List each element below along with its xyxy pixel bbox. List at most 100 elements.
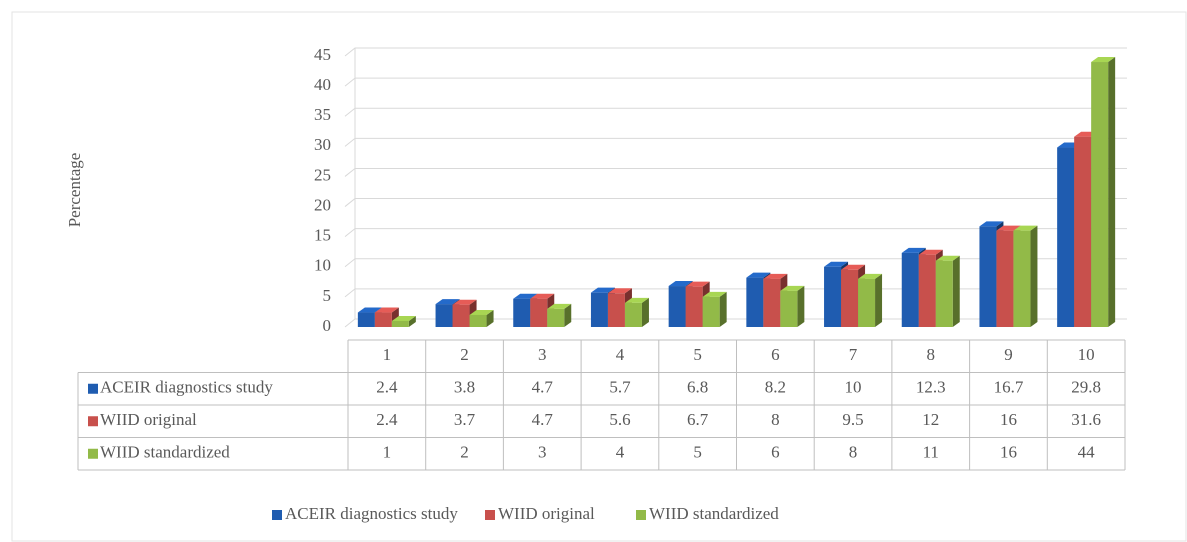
table-cell: 12.3 <box>916 378 946 397</box>
bar-front <box>1057 147 1075 327</box>
table-cell: 5.7 <box>609 378 631 397</box>
table-legend-key <box>88 448 98 459</box>
bar-top <box>685 281 710 287</box>
table-cell: 2.4 <box>376 378 398 397</box>
bar-front <box>590 292 608 327</box>
bar-top <box>1091 57 1116 63</box>
table-cell: 44 <box>1078 443 1096 462</box>
bar-front <box>746 277 764 327</box>
bar <box>780 285 805 327</box>
table-cell: 29.8 <box>1071 378 1101 397</box>
table-cell: 11 <box>923 443 939 462</box>
bar-front <box>858 278 876 327</box>
bar-top <box>357 307 382 313</box>
bar-top <box>435 299 460 305</box>
bar-front <box>996 230 1014 327</box>
bar-front <box>918 254 936 327</box>
bar-front <box>452 304 470 327</box>
bar-side <box>1030 225 1038 327</box>
bar <box>547 303 572 327</box>
bar-top <box>918 249 943 255</box>
bar <box>1091 57 1116 328</box>
bar-front <box>824 266 842 327</box>
table-cell: 5 <box>693 443 702 462</box>
bar <box>624 297 649 327</box>
table-cell: 16 <box>1000 410 1017 429</box>
bar-front <box>530 298 548 327</box>
table-cell: 2 <box>460 443 469 462</box>
bar-front <box>435 304 453 327</box>
x-tick-label: 4 <box>616 345 625 364</box>
table-cell: 6 <box>771 443 780 462</box>
bar-top <box>901 247 926 253</box>
bar-front <box>513 298 531 327</box>
bar-side <box>408 315 416 327</box>
bar-side <box>486 309 494 327</box>
table-cell: 4.7 <box>532 378 554 397</box>
table-legend-key <box>88 416 98 427</box>
bar-top <box>590 287 615 293</box>
legend-label: WIID original <box>498 504 595 523</box>
bar-top <box>668 281 693 287</box>
bar-top <box>858 273 883 279</box>
bar-top <box>979 221 1004 227</box>
x-tick-label: 10 <box>1078 345 1095 364</box>
bar-front <box>624 302 642 327</box>
table-cell: 6.7 <box>687 410 709 429</box>
x-tick-label: 7 <box>849 345 858 364</box>
x-tick-label: 2 <box>460 345 469 364</box>
y-tick-label: 0 <box>323 316 332 335</box>
table-cell: 5.6 <box>609 410 630 429</box>
y-axis-label: Percentage <box>65 153 84 228</box>
x-tick-label: 8 <box>927 345 936 364</box>
bar-top <box>452 299 477 305</box>
bar-side <box>1108 57 1116 328</box>
bar-front <box>979 226 997 327</box>
bar-top <box>1013 225 1038 231</box>
bar-side <box>641 297 649 327</box>
bar-side <box>875 273 883 327</box>
table-cell: 16.7 <box>994 378 1024 397</box>
bar-top <box>702 291 727 297</box>
bar-top <box>607 288 632 294</box>
table-cell: 3 <box>538 443 547 462</box>
bar-side <box>952 255 960 327</box>
bar-top <box>996 225 1021 231</box>
bar-top <box>763 273 788 279</box>
x-tick-label: 1 <box>383 345 392 364</box>
table-cell: 1 <box>383 443 392 462</box>
legend-key <box>485 510 495 520</box>
grid-line <box>344 77 1127 87</box>
grid-line <box>344 137 1127 147</box>
table-cell: 8 <box>771 410 780 429</box>
grid-line <box>344 167 1127 177</box>
bar-top <box>824 261 849 267</box>
bar-side <box>797 285 805 327</box>
table-row-header: WIID original <box>100 410 197 429</box>
x-tick-label: 5 <box>693 345 702 364</box>
bar-top <box>374 307 399 313</box>
grid-line <box>344 198 1127 207</box>
bar-top <box>530 293 555 299</box>
bar-front <box>702 296 720 327</box>
table-cell: 4.7 <box>532 410 554 429</box>
grid-line <box>344 107 1127 117</box>
bar-top <box>513 293 538 299</box>
table-cell: 2.4 <box>376 410 398 429</box>
legend-label: WIID standardized <box>649 504 779 523</box>
y-tick-label: 20 <box>314 195 331 214</box>
table-cell: 6.8 <box>687 378 708 397</box>
table-cell: 12 <box>922 410 939 429</box>
bar-front <box>469 314 487 327</box>
y-tick-label: 5 <box>323 286 332 305</box>
x-tick-label: 6 <box>771 345 780 364</box>
x-tick-label: 3 <box>538 345 547 364</box>
y-tick-label: 40 <box>314 75 331 94</box>
bar-front <box>780 290 798 327</box>
bar-front <box>763 278 781 327</box>
bar-side <box>719 291 727 327</box>
grid-line <box>344 47 1127 57</box>
table-row-header: ACEIR diagnostics study <box>100 378 273 397</box>
bar-top <box>841 264 866 270</box>
